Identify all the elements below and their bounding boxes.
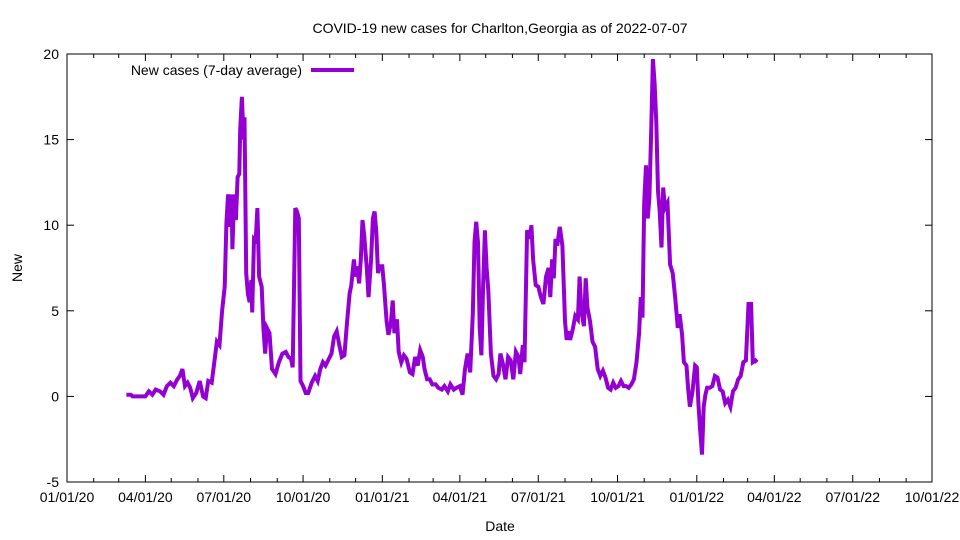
x-tick-label: 07/01/21 bbox=[511, 489, 566, 505]
y-tick-label: 20 bbox=[43, 46, 59, 62]
x-tick-label: 10/01/21 bbox=[590, 489, 645, 505]
x-tick-label: 10/01/20 bbox=[276, 489, 331, 505]
series-line bbox=[126, 58, 759, 455]
x-tick-label: 01/01/22 bbox=[670, 489, 725, 505]
y-tick-label: 10 bbox=[43, 217, 59, 233]
x-axis-label: Date bbox=[485, 518, 515, 534]
y-tick-label: 0 bbox=[51, 388, 59, 404]
legend: New cases (7-day average) bbox=[131, 62, 354, 78]
x-tick-label: 01/01/21 bbox=[355, 489, 410, 505]
y-axis: -5 0 5 10 15 20 bbox=[43, 46, 932, 490]
legend-label: New cases (7-day average) bbox=[131, 62, 302, 78]
x-tick-label: 10/01/22 bbox=[905, 489, 960, 505]
plot-frame bbox=[66, 53, 933, 483]
y-tick-label: 5 bbox=[51, 303, 59, 319]
x-axis: 01/01/20 04/01/20 07/01/20 10/01/20 01/01/21… bbox=[40, 54, 960, 505]
x-tick-label: 04/01/22 bbox=[747, 489, 802, 505]
x-tick-label: 04/01/21 bbox=[433, 489, 488, 505]
x-tick-label: 07/01/20 bbox=[197, 489, 252, 505]
y-axis-label: New bbox=[9, 253, 25, 282]
x-tick-label: 04/01/20 bbox=[118, 489, 173, 505]
x-tick-label: 01/01/20 bbox=[40, 489, 95, 505]
chart-title: COVID-19 new cases for Charlton,Georgia … bbox=[312, 20, 687, 36]
y-tick-label: -5 bbox=[47, 474, 60, 490]
y-tick-label: 15 bbox=[43, 132, 59, 148]
series-group bbox=[126, 58, 759, 455]
x-tick-label: 07/01/22 bbox=[825, 489, 880, 505]
